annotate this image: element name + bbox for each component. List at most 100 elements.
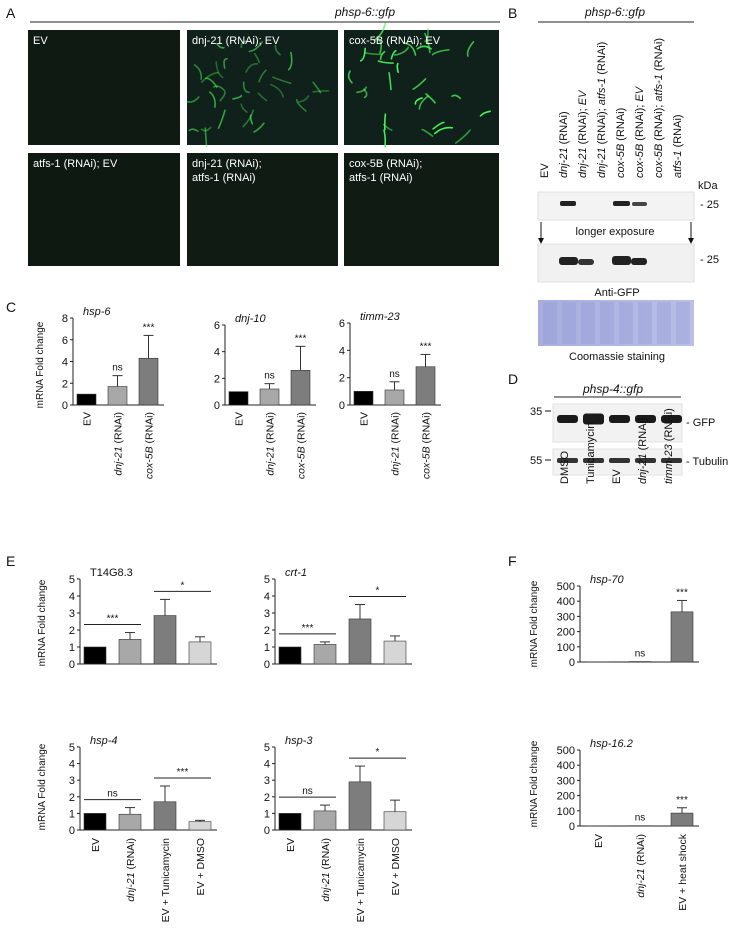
crt-1-ytick-label-3: 3 bbox=[264, 608, 270, 620]
chart-hsp-16-2: hsp-16.2 0 100 200 300 400 500 EV ns dnj-21 (RNAi… bbox=[557, 738, 699, 911]
panel-c-letter: C bbox=[6, 299, 16, 315]
gfp-worm-54 bbox=[390, 49, 397, 60]
coomassie-lane-3 bbox=[581, 302, 595, 344]
panel-e-ylabel-top: mRNA Fold change bbox=[37, 579, 48, 666]
b-lane-label-7: cox-5B (RNAi); atfs-1 (RNAi) bbox=[653, 38, 665, 178]
b-lane-label-5: cox-5B (RNAi) bbox=[615, 108, 627, 178]
t14g8-3-title: T14G8.3 bbox=[90, 567, 133, 579]
hsp-4-ytick-label-3: 3 bbox=[69, 775, 75, 787]
gfp-worm-8 bbox=[240, 103, 248, 113]
hsp-3-xtick-ev: EV bbox=[285, 838, 297, 852]
hsp-6-ytick-label-4: 4 bbox=[62, 357, 68, 369]
tubulin-band-4 bbox=[635, 458, 656, 463]
marker-35: 35 bbox=[530, 406, 542, 418]
tubulin-band-5 bbox=[661, 458, 682, 463]
d-lane-label-1: DMSO bbox=[559, 451, 571, 484]
hsp-3-ytick-label-5: 5 bbox=[264, 742, 270, 754]
hsp-4-ytick-label-5: 5 bbox=[69, 742, 75, 754]
crt-1-ytick-label-2: 2 bbox=[264, 625, 270, 637]
b-lane-label-2: dnj-21 (RNAi) bbox=[558, 111, 570, 178]
gfp-worm-12 bbox=[295, 98, 307, 112]
tile-2-label: dnj-21 (RNAi); EV bbox=[192, 35, 280, 47]
dnj-10-sig-cox-5b-rnai: *** bbox=[295, 333, 307, 344]
gfp-worm-47 bbox=[416, 45, 432, 50]
hsp-4-xtick-ev-dmso: EV + DMSO bbox=[195, 838, 207, 896]
gfp-worm-58 bbox=[431, 49, 450, 56]
d-lane-label-2: Tunicamycin bbox=[585, 423, 597, 484]
gfp-band-4 bbox=[635, 415, 656, 423]
hsp-16-2-ytick-label-400: 400 bbox=[557, 760, 575, 772]
hsp-4-ytick-label-2: 2 bbox=[69, 792, 75, 804]
hsp-16-2-sig-dnj-21-rnai: ns bbox=[635, 813, 646, 824]
arrow-right-head bbox=[688, 238, 694, 244]
gfp-worm-44 bbox=[396, 62, 399, 73]
gfp-worm-33 bbox=[245, 62, 259, 73]
panel-f-ylabel-top: mRNA Fold change bbox=[529, 580, 540, 667]
gfp-worm-6 bbox=[219, 91, 226, 102]
hsp-6-sig-cox-5b-rnai: *** bbox=[143, 322, 155, 333]
gfp-worm-30 bbox=[188, 128, 199, 132]
tubulin-band-label: - Tubulin bbox=[686, 456, 728, 468]
coomassie-lane-texture bbox=[543, 302, 690, 344]
hsp-3-bracket-label-2: * bbox=[376, 747, 380, 758]
gfp-worm-36 bbox=[388, 72, 392, 91]
gfp-band-2 bbox=[583, 413, 604, 425]
marker-25-lower: - 25 bbox=[700, 254, 719, 266]
panel-f-ylabel-bottom: mRNA Fold change bbox=[529, 740, 540, 827]
b-lane-label-1: EV bbox=[539, 163, 551, 178]
hsp-6-ytick-label-0: 0 bbox=[62, 400, 68, 412]
hsp-3-bar-dnj-21-rnai bbox=[313, 810, 337, 831]
timm-23-ytick-label-2: 2 bbox=[339, 373, 345, 385]
gfp-worm-27 bbox=[312, 81, 322, 94]
timm-23-ytick-label-0: 0 bbox=[339, 400, 345, 412]
hsp-4-bracket-label-2: *** bbox=[177, 767, 189, 778]
coomassie-lane-8 bbox=[676, 302, 690, 344]
hsp-4-bar-dnj-21-rnai bbox=[118, 813, 142, 831]
gfp-worm-14 bbox=[232, 94, 243, 100]
crt-1-bracket-label-1: *** bbox=[302, 623, 314, 634]
hsp-3-ytick-label-1: 1 bbox=[264, 808, 270, 820]
b-lane-label-3: dnj-21 (RNAi); EV bbox=[577, 89, 589, 178]
timm-23-bar-cox-5b-rnai bbox=[415, 366, 436, 406]
crt-1-ytick-label-0: 0 bbox=[264, 659, 270, 671]
gfp-worm-31 bbox=[217, 109, 226, 129]
coomassie-lane-5 bbox=[619, 302, 633, 344]
t14g8-3-ytick-label-2: 2 bbox=[69, 625, 75, 637]
hsp-16-2-xtick-dnj-21-rnai: dnj-21 (RNAi) bbox=[635, 834, 647, 898]
b-lane-label-8: atfs-1 (RNAi) bbox=[672, 114, 684, 178]
t14g8-3-ytick-label-5: 5 bbox=[69, 574, 75, 586]
gfp-worm-65 bbox=[383, 129, 387, 148]
panel-c-ylabel: mRNA Fold change bbox=[35, 321, 46, 408]
tile-4-label: atfs-1 (RNAi); EV bbox=[33, 158, 118, 170]
dnj-10-ytick-label-4: 4 bbox=[214, 347, 220, 359]
dnj-10-bar-ev bbox=[228, 391, 249, 406]
d-lane-label-4: dnj-21 (RNAi) bbox=[637, 417, 649, 484]
gfp-worm-49 bbox=[373, 22, 386, 42]
micrograph-atfs1-ev bbox=[28, 153, 180, 266]
d-lane-label-5: timm-23 (RNAi) bbox=[663, 408, 675, 484]
hsp-3-ytick-label-4: 4 bbox=[264, 759, 270, 771]
band-b2-dnj21-ev bbox=[578, 259, 594, 265]
dnj-10-xtick-cox-5b-rnai: cox-5B (RNAi) bbox=[296, 412, 308, 479]
gfp-worm-45 bbox=[451, 94, 462, 100]
hsp-70-ytick-label-0: 0 bbox=[569, 657, 575, 669]
coomassie-lane-7 bbox=[657, 302, 671, 344]
timm-23-bar-ev bbox=[353, 391, 374, 406]
panel-a-header: phsp-6::gfp bbox=[334, 5, 395, 19]
gfp-worm-52 bbox=[379, 50, 386, 61]
hsp-3-title: hsp-3 bbox=[285, 735, 313, 747]
micrograph-grid bbox=[28, 22, 499, 266]
gfp-worm-59 bbox=[347, 70, 353, 84]
gfp-worm-2 bbox=[297, 95, 310, 103]
hsp-4-ytick-label-1: 1 bbox=[69, 808, 75, 820]
hsp-70-bar-ev-heat-shock bbox=[670, 611, 694, 663]
longer-exposure-label: longer exposure bbox=[576, 226, 655, 238]
hsp-16-2-xtick-ev: EV bbox=[593, 834, 605, 848]
gfp-worm-56 bbox=[383, 113, 387, 131]
hsp-3-bar-ev bbox=[278, 813, 302, 831]
gfp-worm-63 bbox=[418, 95, 429, 110]
hsp-4-title: hsp-4 bbox=[90, 735, 118, 747]
hsp-4-xtick-ev: EV bbox=[90, 838, 102, 852]
